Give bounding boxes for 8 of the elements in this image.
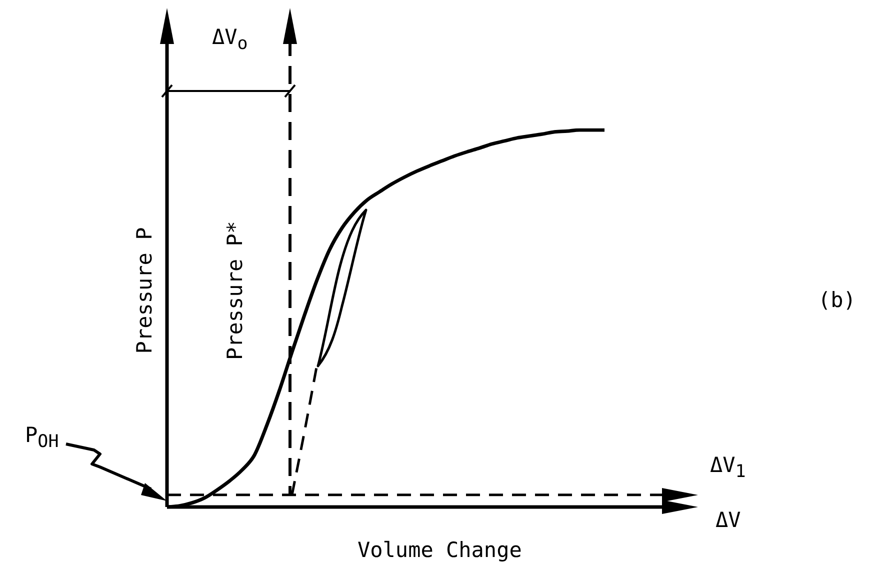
y-axis-title: Pressure P xyxy=(132,226,157,354)
text: ΔV xyxy=(716,508,741,532)
text: ΔV$_{1}$ xyxy=(710,452,746,482)
text: P$_{OH}$ xyxy=(25,422,59,452)
text: (b) xyxy=(818,288,856,312)
annotation: Pressure P* xyxy=(222,220,247,360)
text: ΔV$_{o}$ xyxy=(212,24,248,54)
x-axis-title: Volume Change xyxy=(358,538,522,562)
